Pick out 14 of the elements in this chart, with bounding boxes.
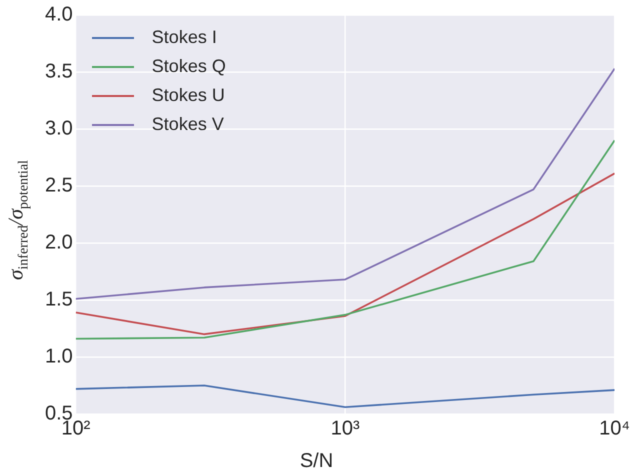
y-tick-label: 1.0	[44, 346, 73, 368]
y-tick-label: 2.0	[44, 232, 73, 254]
y-tick-label: 2.5	[44, 174, 73, 197]
legend-label: Stokes V	[152, 114, 224, 135]
legend-label: Stokes U	[152, 85, 225, 106]
x-tick-label: 10³	[330, 418, 360, 440]
legend-label: Stokes Q	[152, 56, 226, 77]
y-tick-label: 4.0	[44, 4, 73, 26]
legend-label: Stokes I	[152, 27, 217, 48]
y-tick-label: 3.5	[44, 60, 73, 83]
y-tick-label: 1.5	[44, 288, 73, 311]
y-tick-label: 3.0	[44, 118, 73, 140]
x-tick-label: 10⁴	[599, 418, 630, 440]
x-axis-title: S/N	[298, 450, 334, 473]
